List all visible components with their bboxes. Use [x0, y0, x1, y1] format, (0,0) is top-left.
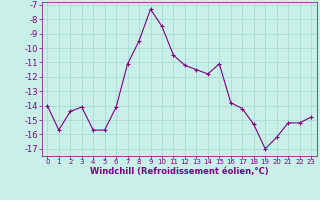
X-axis label: Windchill (Refroidissement éolien,°C): Windchill (Refroidissement éolien,°C)	[90, 167, 268, 176]
